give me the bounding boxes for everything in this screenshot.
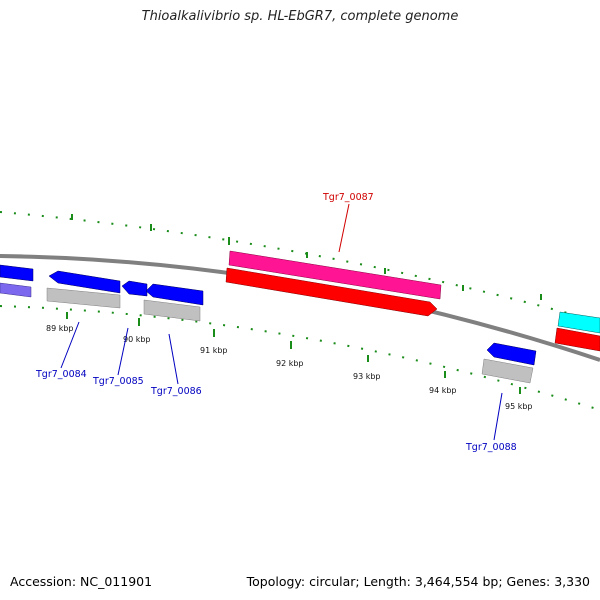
outer-ticks xyxy=(71,214,542,300)
tick-label-94kbp: 94 kbp xyxy=(429,386,457,395)
outer-dotted-arc xyxy=(0,211,600,323)
left-edge-gene-violet[interactable] xyxy=(0,282,32,298)
gene-tgr7-0087-cds[interactable] xyxy=(228,250,442,300)
tick-label-95kbp: 95 kbp xyxy=(505,402,533,411)
gene-label-tgr7-0084[interactable]: Tgr7_0084 xyxy=(35,369,87,380)
gene-tgr7-0087-gene[interactable] xyxy=(225,267,438,317)
inner-ticks xyxy=(66,312,521,394)
accession-text: Accession: NC_011901 xyxy=(10,574,153,589)
gene-label-tgr7-0085[interactable]: Tgr7_0085 xyxy=(92,376,144,387)
gene-tgr7-0085-cds[interactable] xyxy=(121,280,148,297)
genome-stats-text: Topology: circular; Length: 3,464,554 bp… xyxy=(246,574,590,589)
genome-title: Thioalkalivibrio sp. HL-EbGR7, complete … xyxy=(141,9,459,24)
gene-label-tgr7-0087[interactable]: Tgr7_0087 xyxy=(322,192,374,203)
right-edge-cds-cyan[interactable] xyxy=(557,311,600,334)
tick-label-89kbp: 89 kbp xyxy=(46,324,74,333)
left-edge-cds-blue[interactable] xyxy=(0,264,34,282)
inner-dotted-arc xyxy=(0,305,600,411)
gene-tgr7-0084-cds[interactable] xyxy=(48,270,121,294)
tick-label-90kbp: 90 kbp xyxy=(123,335,151,344)
gene-tgr7-0088-cds[interactable] xyxy=(486,342,537,366)
gene-label-tgr7-0086[interactable]: Tgr7_0086 xyxy=(150,386,202,397)
tick-label-92kbp: 92 kbp xyxy=(276,359,304,368)
right-edge-gene-red[interactable] xyxy=(554,327,600,352)
gene-tgr7-0086-cds[interactable] xyxy=(145,283,204,306)
gene-label-tgr7-0088[interactable]: Tgr7_0088 xyxy=(465,442,517,453)
gene-leader-lines xyxy=(60,203,503,441)
tick-label-91kbp: 91 kbp xyxy=(200,346,228,355)
tick-label-93kbp: 93 kbp xyxy=(353,372,381,381)
gene-tgr7-0084-gene[interactable] xyxy=(46,287,121,309)
gene-tgr7-0086-gene[interactable] xyxy=(143,299,201,322)
gene-tgr7-0088-gene[interactable] xyxy=(481,358,534,384)
